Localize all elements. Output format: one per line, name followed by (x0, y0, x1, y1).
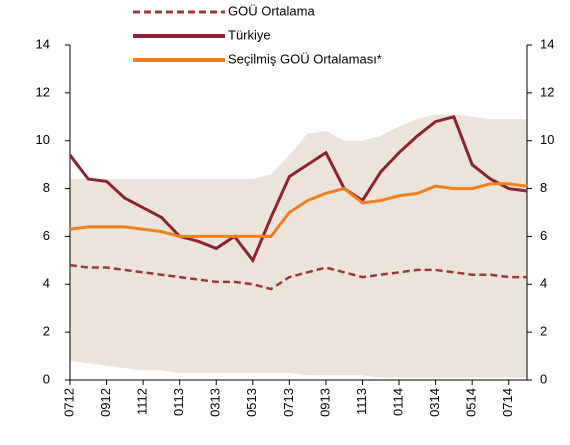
x-tick-label: 0514 (464, 388, 479, 417)
series-line (69, 263, 527, 291)
x-tick-label: 0913 (317, 388, 332, 417)
y2-tick-label: 8 (540, 180, 547, 195)
y2-tick-label: 2 (540, 324, 547, 339)
x-tick-label: 1113 (354, 388, 369, 415)
y2-tick-label: 10 (540, 132, 554, 147)
legend-label: Seçilmiş GOÜ Ortalaması* (228, 51, 382, 66)
y-tick-label: 12 (36, 84, 50, 99)
x-tick-label: 0314 (427, 388, 442, 417)
legend-label: GOÜ Ortalama (228, 3, 315, 18)
x-tick-label: 1112 (135, 388, 150, 415)
y-tick-label: 6 (43, 228, 50, 243)
y2-tick-label: 14 (540, 36, 554, 51)
legend-label: Türkiye (228, 27, 271, 42)
series-line (69, 182, 528, 238)
x-tick-label: 0313 (208, 388, 223, 417)
y-tick-label: 10 (36, 132, 50, 147)
x-tick-label: 0113 (171, 388, 186, 416)
range-band (70, 114, 527, 378)
y-tick-label: 0 (43, 371, 50, 386)
y-tick-label: 14 (36, 36, 50, 51)
y-tick-label: 2 (43, 324, 50, 339)
x-tick-label: 0714 (500, 388, 515, 417)
x-tick-label: 0713 (281, 388, 296, 417)
x-tick-label: 0114 (390, 388, 405, 416)
y2-tick-label: 4 (540, 276, 547, 291)
y-tick-label: 8 (43, 180, 50, 195)
x-tick-label: 0912 (98, 388, 113, 417)
y2-tick-label: 12 (540, 84, 554, 99)
y2-tick-label: 6 (540, 228, 547, 243)
x-tick-label: 0712 (61, 388, 76, 417)
x-tick-label: 0513 (244, 388, 259, 417)
series-line (68, 114, 528, 264)
y2-tick-label: 0 (540, 371, 547, 386)
y-tick-label: 4 (43, 276, 50, 291)
